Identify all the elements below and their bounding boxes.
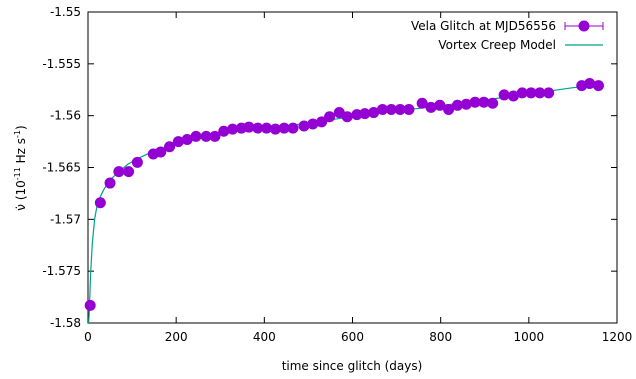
y-axis-label-mid: Hz s bbox=[14, 138, 28, 167]
data-point bbox=[200, 130, 212, 142]
data-point bbox=[113, 166, 125, 178]
data-point bbox=[209, 130, 221, 142]
data-point bbox=[416, 97, 428, 109]
data-point bbox=[172, 136, 184, 148]
data-point bbox=[460, 98, 472, 110]
data-point bbox=[287, 122, 299, 134]
data-point bbox=[131, 156, 143, 168]
y-axis-label-exp1: -11 bbox=[13, 167, 22, 180]
y-tick-label: -1.55 bbox=[50, 5, 81, 19]
data-point bbox=[478, 96, 490, 108]
data-point bbox=[316, 116, 328, 128]
data-point bbox=[190, 130, 202, 142]
data-point bbox=[525, 87, 537, 99]
y-tick-label: -1.57 bbox=[50, 212, 81, 226]
x-tick-label: 1200 bbox=[602, 330, 633, 344]
data-point bbox=[385, 103, 397, 115]
x-tick-label: 800 bbox=[429, 330, 452, 344]
x-tick-label: 1000 bbox=[514, 330, 545, 344]
data-point bbox=[368, 107, 380, 119]
y-tick-label: -1.58 bbox=[50, 316, 81, 330]
data-point bbox=[94, 197, 106, 209]
data-point bbox=[451, 99, 463, 111]
data-point bbox=[104, 177, 116, 189]
x-tick-label: 0 bbox=[84, 330, 92, 344]
data-point bbox=[181, 134, 193, 146]
data-point bbox=[218, 125, 230, 137]
data-point bbox=[487, 97, 499, 109]
data-point bbox=[298, 120, 310, 132]
data-point bbox=[84, 299, 96, 311]
points-group bbox=[84, 78, 604, 311]
vortex-creep-model-line bbox=[88, 83, 602, 323]
data-point bbox=[278, 122, 290, 134]
y-tick-label: -1.555 bbox=[42, 57, 81, 71]
plot-frame-group bbox=[87, 11, 618, 324]
data-point bbox=[341, 111, 353, 123]
plot-frame bbox=[87, 11, 618, 324]
data-point bbox=[498, 89, 510, 101]
x-axis-label: time since glitch (days) bbox=[282, 359, 423, 373]
data-point bbox=[324, 111, 336, 123]
data-point bbox=[359, 108, 371, 120]
data-point bbox=[123, 166, 135, 178]
data-point bbox=[469, 96, 481, 108]
y-axis-label-exp2: -1 bbox=[13, 130, 22, 138]
y-tick-label: -1.565 bbox=[42, 161, 81, 175]
data-point bbox=[155, 146, 167, 158]
data-point bbox=[164, 141, 176, 153]
data-point bbox=[376, 103, 388, 115]
data-point bbox=[425, 101, 437, 113]
legend-label-model: Vortex Creep Model bbox=[438, 38, 556, 52]
data-point bbox=[443, 103, 455, 115]
data-point bbox=[227, 123, 239, 135]
data-point bbox=[252, 122, 264, 134]
y-axis-label: ν̇ (10-11 Hz s-1) bbox=[13, 125, 28, 210]
model-group bbox=[88, 83, 602, 323]
data-point bbox=[543, 87, 555, 99]
y-tick-label: -1.56 bbox=[50, 109, 81, 123]
data-point bbox=[516, 87, 528, 99]
legend: Vela Glitch at MJD56556 Vortex Creep Mod… bbox=[411, 19, 604, 52]
y-axis-label-prefix: ν̇ (10 bbox=[14, 180, 28, 210]
data-point bbox=[261, 122, 273, 134]
ticks-group: 0 200 400 600 800 1000 1200 -1.58 -1.575 -1.57 -1.… bbox=[42, 5, 632, 344]
data-point bbox=[584, 78, 596, 90]
data-point bbox=[592, 80, 604, 92]
data-point bbox=[534, 87, 546, 99]
legend-label-vela: Vela Glitch at MJD56556 bbox=[411, 19, 556, 33]
x-tick-label: 200 bbox=[165, 330, 188, 344]
data-point bbox=[243, 121, 255, 133]
data-point bbox=[403, 103, 415, 115]
y-axis-label-suffix: ) bbox=[14, 125, 28, 130]
data-point bbox=[394, 103, 406, 115]
data-point bbox=[507, 90, 519, 102]
y-tick-label: -1.575 bbox=[42, 264, 81, 278]
data-point bbox=[434, 99, 446, 111]
data-point bbox=[307, 118, 319, 130]
x-tick-label: 400 bbox=[253, 330, 276, 344]
legend-marker bbox=[578, 20, 590, 32]
data-point bbox=[269, 123, 281, 135]
x-tick-label: 600 bbox=[341, 330, 364, 344]
